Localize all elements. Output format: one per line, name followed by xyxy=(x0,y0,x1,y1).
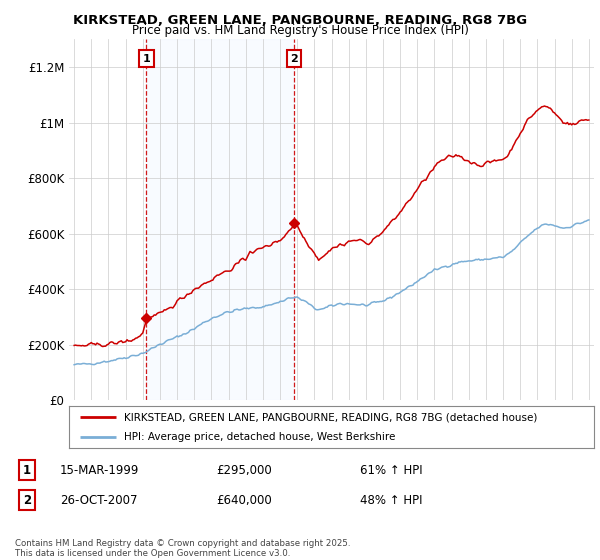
Text: 15-MAR-1999: 15-MAR-1999 xyxy=(60,464,139,477)
Text: 2: 2 xyxy=(290,54,298,64)
Text: £640,000: £640,000 xyxy=(216,493,272,507)
Text: 1: 1 xyxy=(23,464,31,477)
Text: KIRKSTEAD, GREEN LANE, PANGBOURNE, READING, RG8 7BG (detached house): KIRKSTEAD, GREEN LANE, PANGBOURNE, READI… xyxy=(124,412,538,422)
Text: Price paid vs. HM Land Registry's House Price Index (HPI): Price paid vs. HM Land Registry's House … xyxy=(131,24,469,36)
Text: Contains HM Land Registry data © Crown copyright and database right 2025.
This d: Contains HM Land Registry data © Crown c… xyxy=(15,539,350,558)
Text: HPI: Average price, detached house, West Berkshire: HPI: Average price, detached house, West… xyxy=(124,432,395,442)
Text: £295,000: £295,000 xyxy=(216,464,272,477)
Bar xyxy=(146,39,294,400)
Text: 1: 1 xyxy=(143,54,150,64)
Text: 2: 2 xyxy=(23,493,31,507)
Text: 26-OCT-2007: 26-OCT-2007 xyxy=(60,493,137,507)
Text: KIRKSTEAD, GREEN LANE, PANGBOURNE, READING, RG8 7BG: KIRKSTEAD, GREEN LANE, PANGBOURNE, READI… xyxy=(73,14,527,27)
Text: 61% ↑ HPI: 61% ↑ HPI xyxy=(360,464,422,477)
Text: 48% ↑ HPI: 48% ↑ HPI xyxy=(360,493,422,507)
